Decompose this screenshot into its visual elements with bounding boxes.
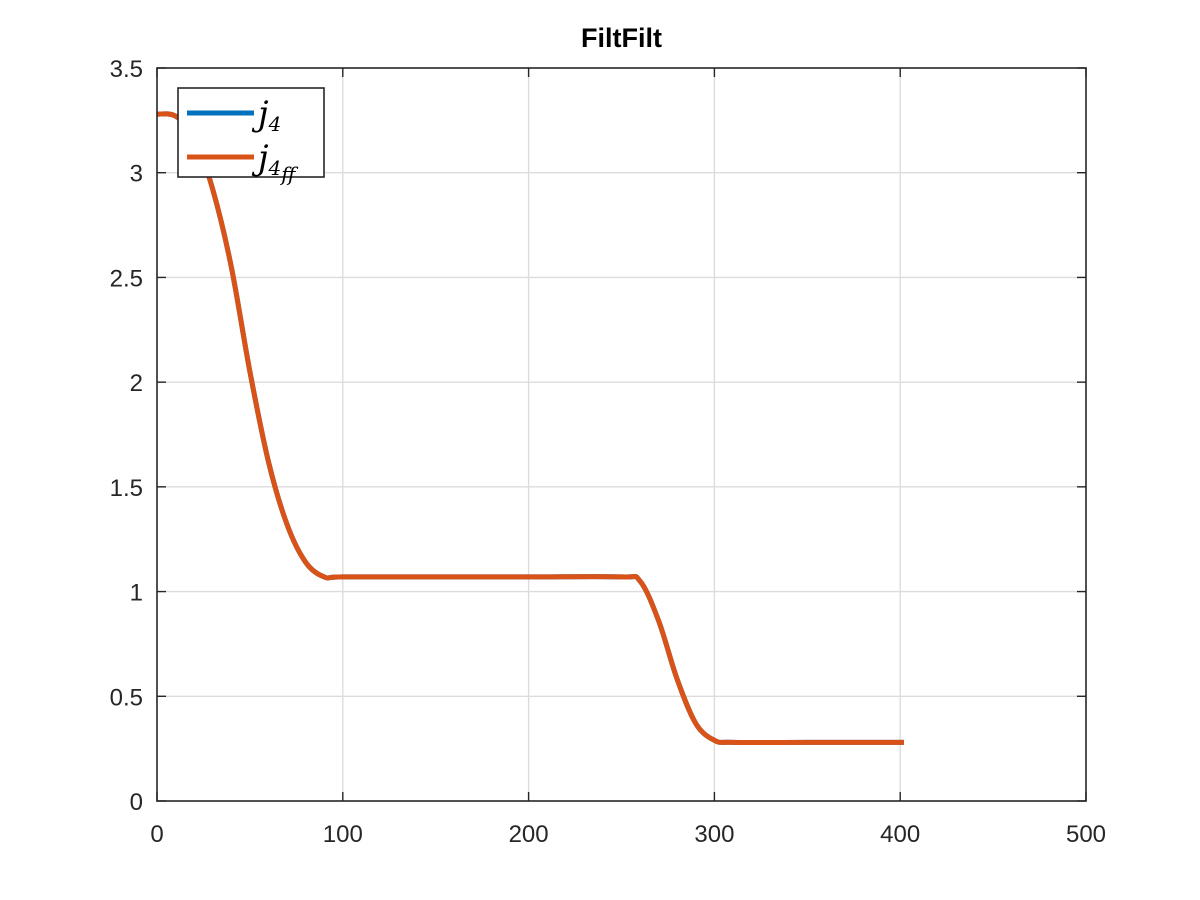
- legend-label-sub-subscript: ff: [279, 162, 299, 186]
- x-tick-label: 400: [880, 821, 920, 848]
- series-layer: [157, 111, 904, 746]
- y-tick-label: 2.5: [110, 265, 143, 292]
- x-tick-labels: 0 100 200 300 400 500: [150, 821, 1106, 848]
- x-tick-label: 200: [509, 821, 549, 848]
- chart-title: FiltFilt: [581, 23, 662, 53]
- y-tick-label: 0: [130, 789, 143, 816]
- y-tick-label: 3: [130, 161, 143, 188]
- y-tick-label: 3.5: [110, 56, 143, 83]
- y-tick-label: 1: [130, 580, 143, 607]
- x-tick-label: 0: [150, 821, 163, 848]
- legend-box: [177, 87, 325, 178]
- x-tick-label: 100: [323, 821, 363, 848]
- x-tick-label: 300: [694, 821, 734, 848]
- x-tick-label: 500: [1066, 821, 1106, 848]
- grid: [157, 68, 1086, 801]
- y-tick-labels: 0 0.5 1 1.5 2 2.5 3 3.5: [110, 56, 143, 816]
- legend-label-subscript: 4: [268, 112, 282, 136]
- y-tick-label: 0.5: [110, 684, 143, 711]
- axis-ticks: [156, 67, 1087, 802]
- axes-box: [156, 67, 1087, 802]
- y-tick-label: 1.5: [110, 475, 143, 502]
- legend-label-subscript: 4: [268, 156, 282, 180]
- series-line-j4ff: [157, 111, 904, 746]
- y-tick-label: 2: [130, 370, 143, 397]
- plot-area: [157, 68, 1086, 801]
